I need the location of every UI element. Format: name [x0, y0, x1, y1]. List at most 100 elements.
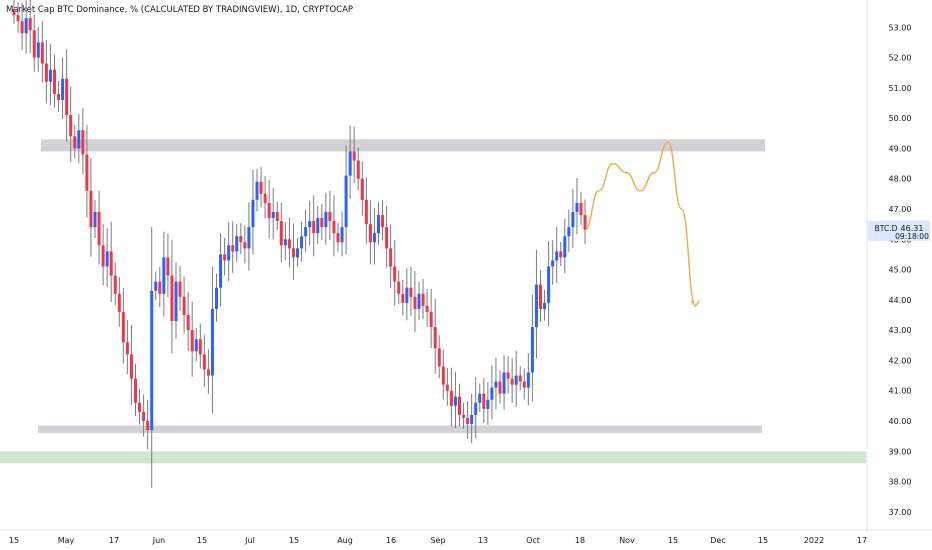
candle	[413, 271, 417, 333]
candle	[81, 108, 85, 175]
candle	[320, 204, 324, 240]
candle-down	[506, 372, 510, 379]
candle	[235, 224, 239, 263]
candle	[198, 323, 202, 369]
candle-down	[28, 18, 32, 31]
candle-down	[433, 327, 437, 349]
candle-up	[48, 69, 52, 82]
candle-down	[263, 193, 267, 203]
candle-down	[12, 9, 16, 16]
projection-layer	[584, 141, 700, 308]
candle-down	[518, 375, 522, 382]
candle-down	[458, 396, 461, 415]
candle-down	[445, 384, 449, 391]
x-tick-label: 18	[575, 536, 585, 545]
candle	[526, 353, 530, 406]
candle-up	[547, 266, 551, 303]
candle-up	[405, 287, 409, 303]
zones-layer	[0, 139, 866, 464]
candle-down	[510, 378, 514, 385]
candle	[389, 224, 393, 289]
x-tick-label: Jun	[152, 536, 166, 545]
zone-resistance	[41, 139, 765, 152]
candle-up	[490, 387, 494, 400]
x-tick-label: May	[58, 536, 75, 545]
candle-down	[186, 314, 190, 331]
candle	[555, 226, 559, 283]
candle	[514, 350, 518, 407]
candle	[466, 401, 470, 439]
candle	[486, 382, 490, 425]
candle-up	[417, 293, 421, 309]
y-tick-label: 42.00	[889, 356, 912, 365]
candle-down	[69, 115, 73, 137]
y-tick-label: 52.00	[889, 54, 912, 63]
candle-down	[385, 227, 389, 249]
candle-down	[381, 215, 385, 228]
candle	[372, 208, 376, 265]
candle	[170, 239, 174, 354]
candle	[449, 367, 453, 427]
candle-up	[575, 202, 579, 212]
candle	[215, 273, 218, 322]
candle-down	[65, 78, 69, 116]
candle-down	[328, 212, 332, 222]
candle	[40, 21, 44, 83]
candle-up	[235, 236, 239, 252]
candle-up	[526, 372, 530, 388]
candle	[65, 49, 69, 142]
candle-down	[89, 190, 93, 228]
candle-down	[401, 293, 405, 303]
x-tick-label: Nov	[619, 536, 635, 545]
y-tick-label: 49.00	[889, 144, 912, 153]
candle-up	[555, 251, 559, 261]
x-tick-label: 15	[668, 536, 678, 545]
candle	[101, 224, 105, 286]
candle	[308, 200, 312, 246]
candle	[364, 177, 368, 245]
candle-down	[57, 93, 61, 100]
candle-up	[210, 308, 214, 376]
candle	[425, 289, 429, 327]
candle-up	[154, 281, 158, 291]
candle	[162, 231, 166, 317]
candle	[458, 383, 461, 427]
candle-down	[202, 354, 206, 370]
candle-down	[243, 242, 247, 249]
candle	[575, 178, 579, 235]
candle-down	[397, 281, 401, 294]
candle-down	[109, 251, 113, 276]
candle-down	[413, 296, 417, 309]
candle-down	[198, 339, 202, 355]
price-label-bg	[868, 220, 930, 241]
candle	[498, 370, 502, 404]
candle-up	[474, 402, 478, 415]
candle-down	[579, 202, 583, 216]
y-tick-label: 43.00	[889, 326, 912, 335]
candle-down	[291, 248, 295, 258]
candle	[57, 80, 61, 112]
candle	[470, 393, 474, 444]
y-tick-label: 40.00	[889, 417, 912, 426]
candle	[210, 266, 214, 414]
zone-support	[38, 425, 762, 434]
candle	[563, 218, 567, 274]
candle	[287, 218, 291, 268]
candle-up	[174, 281, 178, 322]
candle-down	[117, 293, 121, 312]
candle-up	[247, 227, 251, 249]
candle	[73, 125, 77, 159]
candle-down	[53, 69, 56, 94]
price-axis: 37.00 38.00 39.00 40.00 41.00 42.00 43.00 44.00…	[889, 23, 912, 517]
candle-up	[372, 233, 376, 243]
candle-up	[494, 381, 498, 388]
candle	[381, 200, 385, 241]
candle	[539, 269, 542, 323]
candle-down	[32, 30, 36, 58]
candle-up	[219, 254, 223, 288]
chart-title: Market Cap BTC Dominance, % (CALCULATED …	[6, 5, 354, 15]
candle	[279, 202, 283, 262]
candle	[206, 349, 210, 394]
